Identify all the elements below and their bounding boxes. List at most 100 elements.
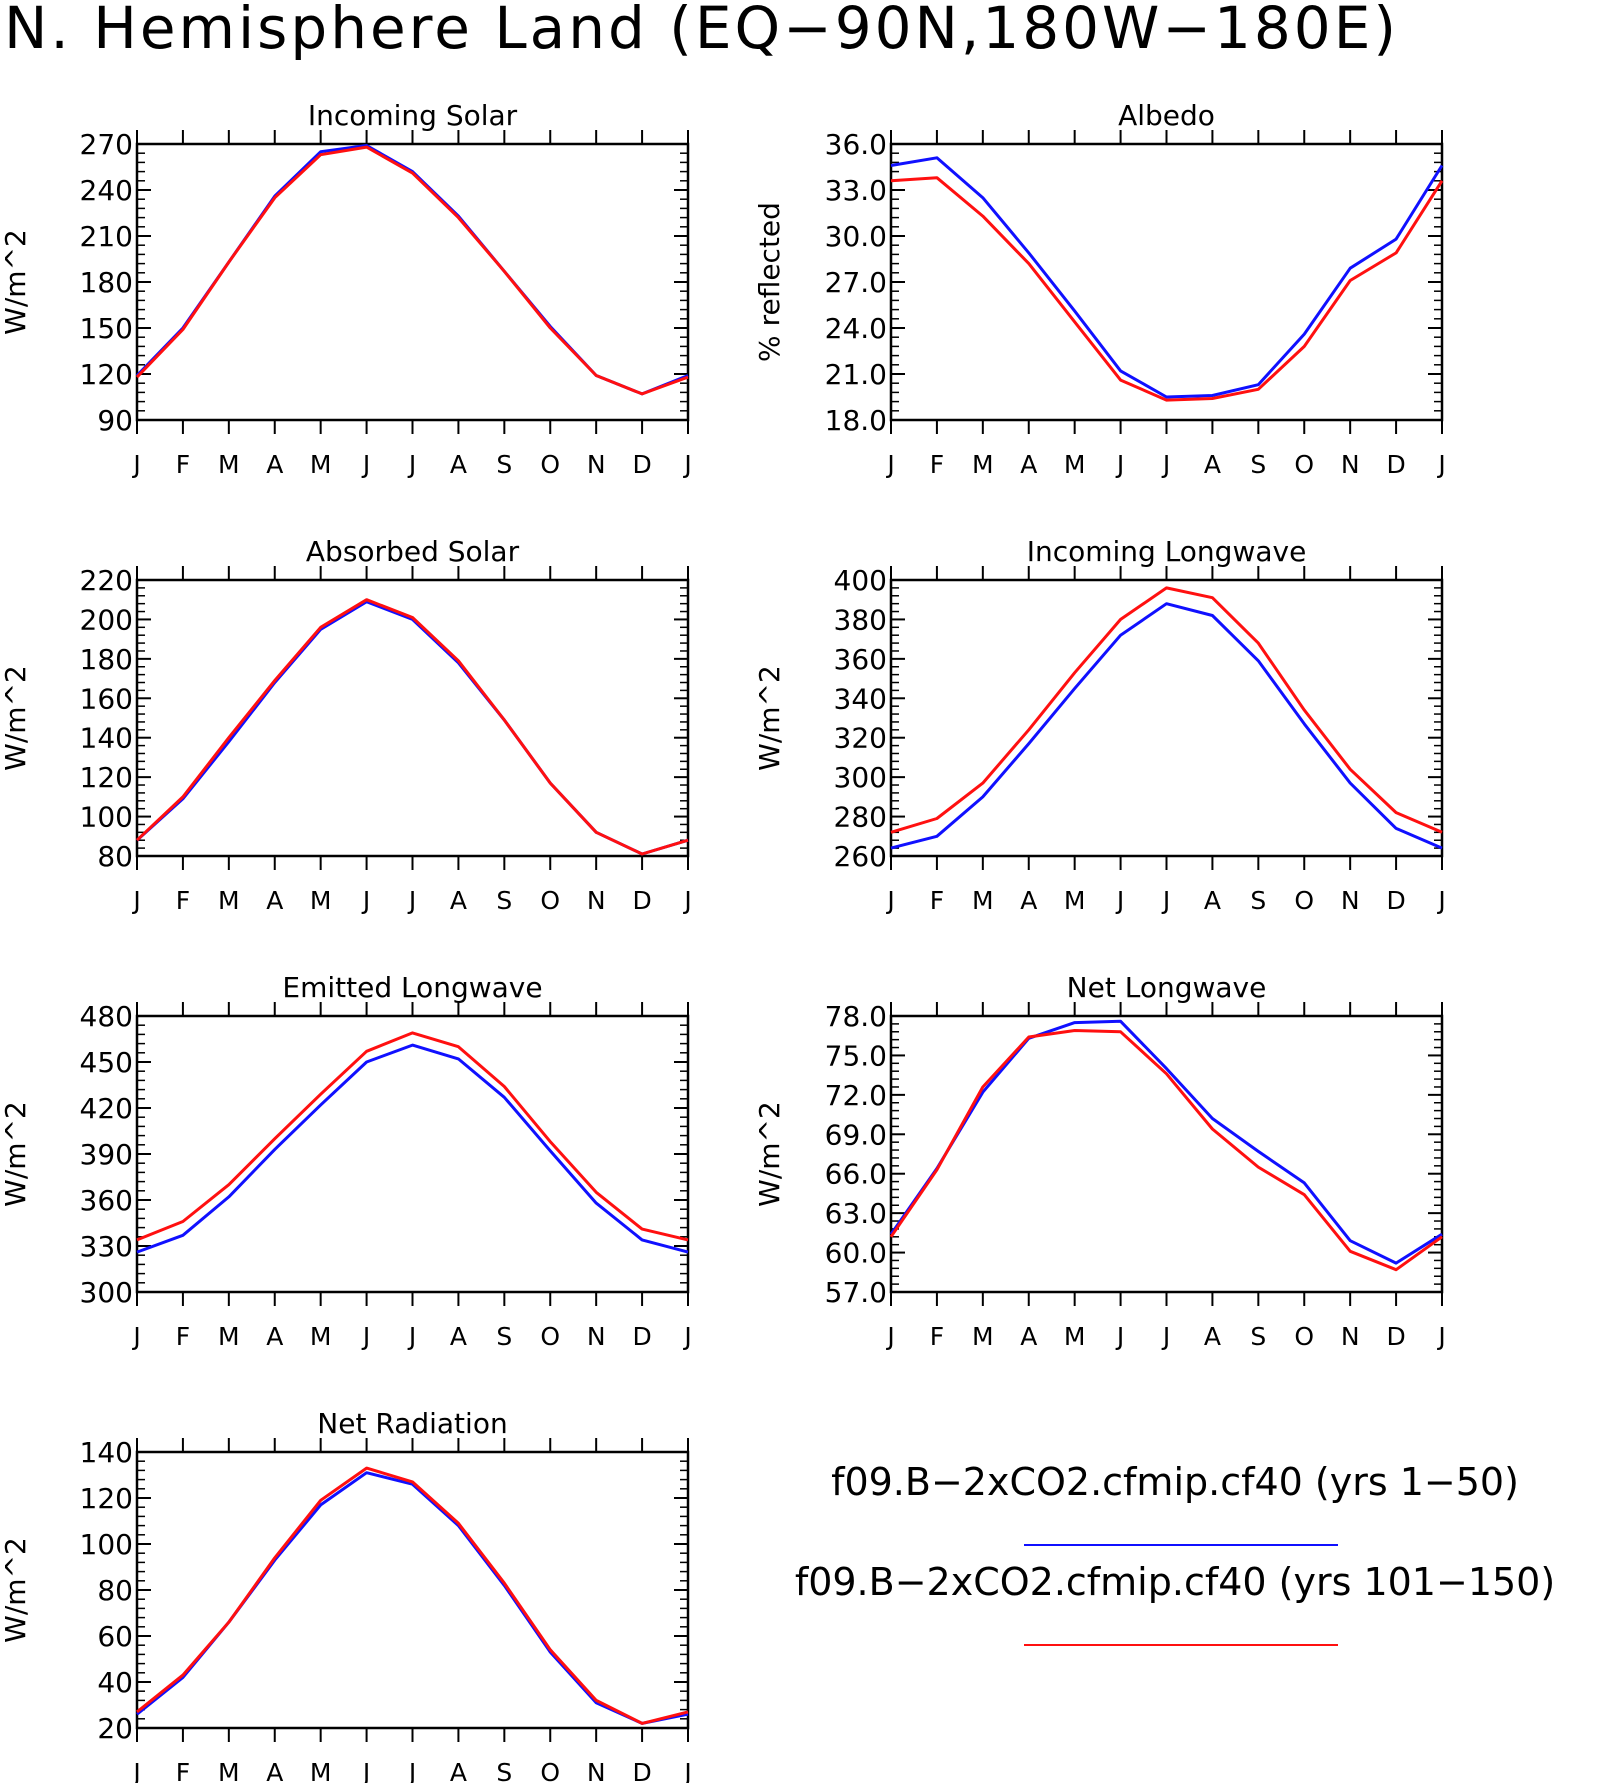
- albedo-series-run1: [890, 156, 1444, 399]
- y-tick-label: 80: [97, 840, 133, 873]
- x-tick-label: J: [407, 1322, 416, 1351]
- x-tick-label: J: [885, 886, 894, 915]
- x-tick-label: J: [361, 450, 370, 479]
- x-tick-label: A: [1204, 886, 1221, 915]
- x-tick-label: F: [930, 1322, 944, 1351]
- albedo-frame: [889, 142, 1444, 422]
- y-tick-label: 66.0: [825, 1158, 887, 1191]
- x-tick-label: O: [1294, 1322, 1314, 1351]
- x-tick-label: F: [176, 886, 190, 915]
- x-tick-label: S: [496, 886, 512, 915]
- x-tick-label: J: [407, 450, 416, 479]
- emitted-longwave-ylabel: W/m^2: [0, 1101, 32, 1207]
- legend-label-run2: f09.B−2xCO2.cfmip.cf40 (yrs 101−150): [794, 1560, 1556, 1604]
- x-tick-label: A: [450, 450, 467, 479]
- x-tick-label: N: [587, 1322, 606, 1351]
- x-tick-label: S: [496, 1758, 512, 1783]
- x-tick-label: O: [540, 450, 560, 479]
- x-tick-label: J: [682, 1322, 691, 1351]
- y-tick-label: 420: [80, 1092, 133, 1125]
- x-tick-label: M: [972, 450, 994, 479]
- y-tick-label: 60: [97, 1620, 133, 1653]
- y-tick-label: 69.0: [825, 1118, 887, 1151]
- incoming-solar-ylabel: W/m^2: [0, 229, 32, 335]
- x-tick-label: A: [450, 1322, 467, 1351]
- x-tick-label: J: [682, 450, 691, 479]
- x-tick-label: D: [632, 886, 651, 915]
- incoming-solar-series-run1: [135, 144, 689, 396]
- incoming-longwave-title: Incoming Longwave: [1027, 535, 1307, 568]
- y-tick-label: 270: [80, 128, 133, 161]
- x-tick-label: J: [1436, 450, 1445, 479]
- y-tick-label: 380: [834, 603, 887, 636]
- y-tick-label: 120: [80, 1482, 133, 1515]
- x-tick-label: J: [1436, 886, 1445, 915]
- y-tick-label: 180: [80, 643, 133, 676]
- y-tick-label: 57.0: [825, 1276, 887, 1309]
- y-tick-label: 33.0: [825, 174, 887, 207]
- y-tick-label: 360: [834, 643, 887, 676]
- y-tick-label: 90: [97, 404, 133, 437]
- x-tick-label: J: [1436, 1322, 1445, 1351]
- x-tick-label: J: [131, 450, 140, 479]
- y-tick-label: 240: [80, 174, 133, 207]
- x-tick-label: J: [682, 1758, 691, 1783]
- x-tick-label: J: [407, 1758, 416, 1783]
- x-tick-label: F: [176, 1322, 190, 1351]
- emitted-longwave-frame: [135, 1014, 690, 1294]
- x-tick-label: S: [496, 450, 512, 479]
- y-tick-label: 80: [97, 1574, 133, 1607]
- y-tick-label: 27.0: [825, 266, 887, 299]
- x-tick-label: J: [1161, 886, 1170, 915]
- y-tick-label: 220: [80, 564, 133, 597]
- x-tick-label: O: [540, 886, 560, 915]
- x-tick-label: J: [682, 886, 691, 915]
- x-tick-label: A: [266, 1322, 283, 1351]
- incoming-solar-series-run2: [135, 145, 689, 396]
- net-longwave-series-run2: [889, 1029, 1443, 1272]
- x-tick-label: N: [1341, 886, 1360, 915]
- x-tick-label: D: [632, 450, 651, 479]
- x-tick-label: A: [450, 1758, 467, 1783]
- y-tick-label: 330: [80, 1230, 133, 1263]
- emitted-longwave-series-run1: [136, 1043, 689, 1254]
- y-tick-label: 60.0: [825, 1237, 887, 1270]
- y-tick-label: 21.0: [825, 358, 887, 391]
- x-tick-label: A: [266, 450, 283, 479]
- x-tick-label: M: [218, 886, 240, 915]
- x-tick-label: J: [131, 886, 140, 915]
- x-tick-label: M: [1064, 886, 1086, 915]
- x-tick-label: M: [972, 886, 994, 915]
- y-tick-label: 280: [834, 801, 887, 834]
- y-tick-label: 40: [97, 1666, 133, 1699]
- y-tick-label: 120: [80, 761, 133, 794]
- x-tick-label: O: [1294, 450, 1314, 479]
- x-tick-label: A: [1204, 1322, 1221, 1351]
- x-tick-label: J: [1161, 1322, 1170, 1351]
- x-tick-label: F: [930, 886, 944, 915]
- x-tick-label: D: [632, 1322, 651, 1351]
- legend-line-run2: [1024, 1644, 1338, 1646]
- legend-label-run1: f09.B−2xCO2.cfmip.cf40 (yrs 1−50): [831, 1460, 1519, 1504]
- x-tick-label: N: [1341, 450, 1360, 479]
- net-longwave-series-run1: [889, 1019, 1443, 1265]
- net-radiation-series-run2: [136, 1466, 689, 1725]
- x-tick-label: M: [1064, 450, 1086, 479]
- y-tick-label: 360: [80, 1184, 133, 1217]
- y-tick-label: 24.0: [825, 312, 887, 345]
- y-tick-label: 340: [834, 682, 887, 715]
- page-title: N. Hemisphere Land (EQ−90N,180W−180E): [4, 0, 1399, 62]
- y-tick-label: 120: [80, 358, 133, 391]
- x-tick-label: M: [218, 1758, 240, 1783]
- x-tick-label: F: [176, 450, 190, 479]
- emitted-longwave-series-run2: [136, 1031, 689, 1242]
- x-tick-label: J: [361, 886, 370, 915]
- incoming-longwave-series-run1: [890, 602, 1443, 850]
- y-tick-label: 75.0: [825, 1039, 887, 1072]
- y-tick-label: 260: [834, 840, 887, 873]
- y-tick-label: 480: [80, 1000, 133, 1033]
- x-tick-label: A: [450, 886, 467, 915]
- y-tick-label: 18.0: [825, 404, 887, 437]
- incoming-longwave-series-run2: [890, 586, 1443, 834]
